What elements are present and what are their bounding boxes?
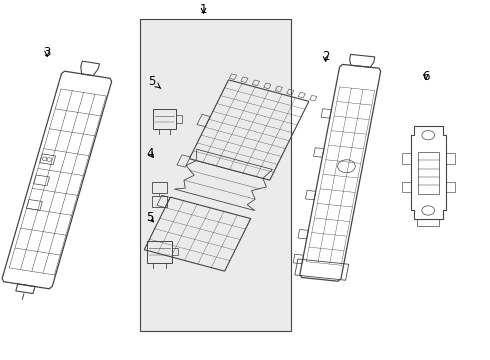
Text: 3: 3 bbox=[44, 46, 51, 59]
Text: 5: 5 bbox=[148, 75, 161, 89]
Text: 6: 6 bbox=[422, 69, 430, 82]
Text: 2: 2 bbox=[322, 50, 329, 63]
Text: 4: 4 bbox=[146, 147, 153, 159]
FancyBboxPatch shape bbox=[140, 19, 292, 330]
Text: 1: 1 bbox=[200, 3, 207, 16]
Text: 5: 5 bbox=[146, 211, 153, 224]
